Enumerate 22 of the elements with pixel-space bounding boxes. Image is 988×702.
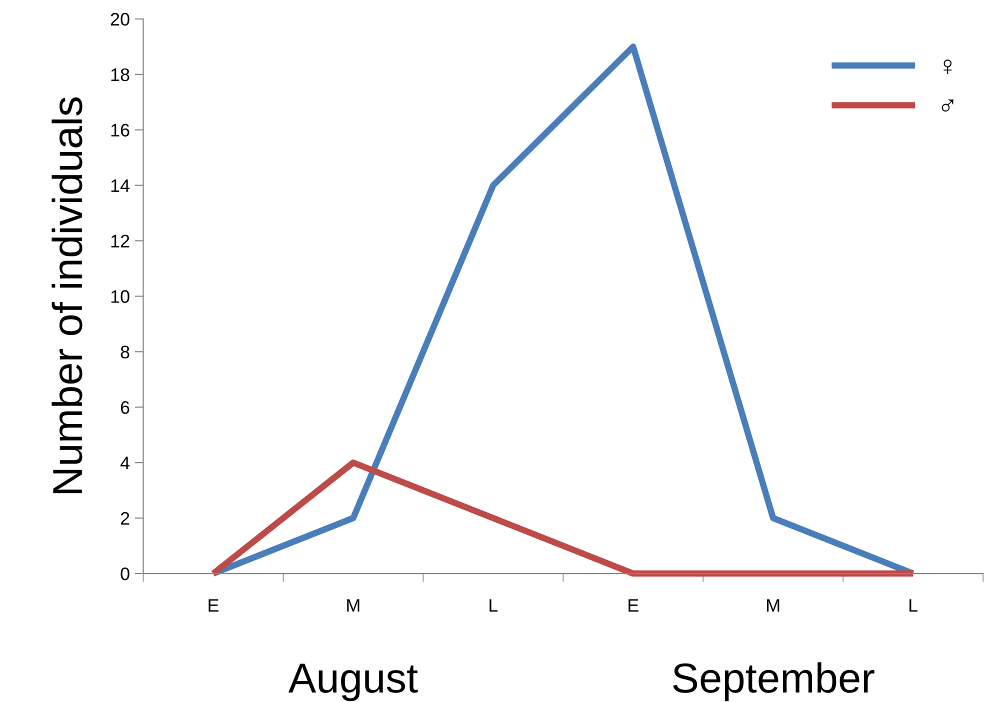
- y-tick-label: 8: [120, 346, 130, 358]
- x-tick-label: E: [208, 599, 218, 612]
- y-tick-label: 12: [111, 234, 130, 248]
- y-tick-label: 10: [111, 290, 130, 303]
- x-tick-label: M: [347, 599, 360, 612]
- y-tick-label: 2: [120, 512, 130, 525]
- y-tick-label: 14: [111, 179, 130, 192]
- y-tick-label: 16: [111, 124, 130, 137]
- legend-label: ♀: [944, 60, 952, 74]
- y-axis-title: Number of individuals: [52, 97, 82, 494]
- text: September: [673, 662, 874, 702]
- y-tick-label: 6: [120, 401, 130, 414]
- y-tick-label: 18: [111, 68, 130, 82]
- x-tick-label: M: [767, 599, 780, 612]
- y-tick-label: 0: [120, 567, 130, 580]
- x-tick-label: E: [628, 599, 638, 612]
- y-tick-label: 20: [110, 12, 130, 26]
- x-tick-label: L: [490, 599, 498, 612]
- y-tick-label: 4: [120, 456, 130, 470]
- x-tick-label: L: [910, 599, 918, 612]
- text: August: [288, 664, 418, 702]
- legend-label: ♂: [942, 99, 954, 112]
